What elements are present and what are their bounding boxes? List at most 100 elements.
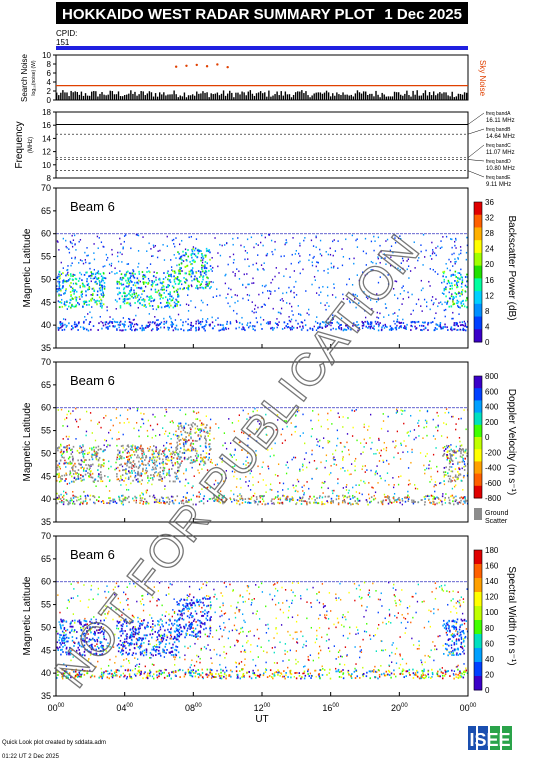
echo-cell — [97, 272, 100, 275]
noise-bar — [375, 90, 377, 100]
scatter-cell — [333, 239, 335, 241]
echo-cell — [57, 329, 60, 331]
scatter-cell — [320, 486, 323, 489]
colorbar-tick-label: 32 — [485, 214, 494, 223]
lat-tick-label: 70 — [41, 357, 51, 367]
echo-cell — [321, 496, 324, 499]
scatter-cell — [248, 480, 250, 482]
scatter-cell — [451, 329, 453, 332]
scatter-cell — [378, 452, 381, 454]
echo-cell — [448, 499, 451, 502]
echo-cell — [126, 298, 128, 301]
scatter-cell — [168, 613, 170, 616]
echo-cell — [450, 275, 452, 278]
echo-cell — [58, 285, 61, 288]
scatter-cell — [119, 251, 121, 254]
scatter-cell — [249, 472, 251, 475]
scatter-cell — [457, 654, 459, 656]
echo-cell — [82, 283, 84, 286]
scatter-cell — [156, 423, 159, 426]
echo-cell — [220, 498, 223, 501]
scatter-cell — [200, 299, 203, 302]
scatter-cell — [314, 279, 316, 281]
scatter-cell — [230, 489, 232, 492]
echo-cell — [163, 288, 165, 291]
scatter-cell — [451, 640, 453, 642]
echo-cell — [137, 472, 140, 475]
scatter-cell — [354, 293, 357, 296]
echo-cell — [78, 277, 81, 280]
colorbar-segment — [474, 437, 482, 450]
scatter-cell — [409, 482, 411, 485]
scatter-cell — [380, 477, 382, 480]
colorbar-tick-label: 20 — [485, 260, 494, 269]
echo-cell — [433, 496, 436, 499]
scatter-cell — [382, 461, 385, 463]
scatter-cell — [364, 465, 366, 467]
scatter-cell — [274, 473, 277, 476]
echo-cell — [117, 453, 119, 456]
scatter-cell — [437, 429, 439, 432]
scatter-cell — [71, 451, 74, 453]
echo-cell — [82, 328, 85, 331]
scatter-cell — [235, 319, 237, 322]
scatter-cell — [184, 413, 187, 416]
echo-cell — [160, 475, 162, 478]
echo-cell — [159, 479, 161, 481]
scatter-cell — [117, 260, 120, 263]
echo-cell — [98, 473, 100, 475]
echo-cell — [166, 473, 168, 475]
echo-cell — [289, 320, 292, 323]
noise-bar — [111, 91, 114, 100]
noise-bar — [416, 90, 418, 100]
echo-cell — [74, 289, 76, 292]
echo-cell — [178, 272, 180, 275]
scatter-cell — [295, 650, 298, 652]
echo-cell — [116, 280, 119, 283]
echo-cell — [247, 326, 250, 329]
scatter-cell — [451, 466, 453, 468]
scatter-cell — [184, 484, 186, 487]
echo-cell — [205, 431, 208, 434]
scatter-cell — [446, 455, 449, 457]
scatter-cell — [346, 441, 348, 444]
scatter-cell — [299, 244, 301, 247]
scatter-cell — [396, 324, 398, 327]
scatter-cell — [89, 262, 91, 264]
echo-cell — [464, 457, 466, 460]
scatter-cell — [192, 494, 195, 497]
lat-tick-label: 40 — [41, 320, 51, 330]
scatter-cell — [108, 431, 110, 434]
echo-cell — [178, 270, 180, 273]
noise-bar — [123, 95, 126, 100]
scatter-cell — [139, 280, 141, 283]
scatter-cell — [397, 267, 399, 270]
echo-cell — [131, 446, 133, 448]
scatter-cell — [206, 304, 209, 306]
echo-cell — [97, 270, 100, 273]
echo-cell — [59, 501, 61, 503]
echo-cell — [128, 272, 131, 275]
scatter-cell — [157, 250, 159, 252]
scatter-cell — [69, 651, 71, 654]
scatter-cell — [265, 484, 267, 487]
scatter-cell — [91, 316, 93, 319]
scatter-cell — [71, 262, 73, 265]
scatter-cell — [397, 315, 399, 317]
scatter-cell — [322, 447, 324, 449]
scatter-cell — [305, 645, 307, 647]
scatter-cell — [435, 312, 437, 315]
scatter-cell — [316, 261, 318, 263]
noise-bar — [58, 95, 60, 100]
echo-cell — [199, 249, 201, 252]
echo-cell — [236, 321, 238, 323]
scatter-cell — [373, 635, 375, 637]
scatter-cell — [285, 472, 288, 475]
echo-cell — [437, 497, 440, 499]
echo-cell — [109, 499, 111, 502]
echo-cell — [454, 468, 457, 471]
scatter-cell — [103, 417, 105, 419]
scatter-cell — [368, 425, 370, 428]
echo-cell — [173, 280, 176, 283]
scatter-cell — [310, 239, 313, 242]
